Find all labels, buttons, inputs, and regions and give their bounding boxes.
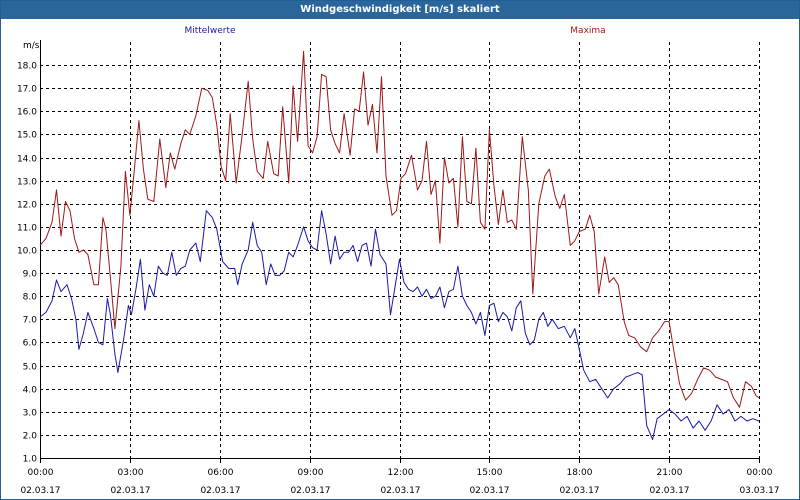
x-tick-time: 12:00 bbox=[388, 468, 414, 478]
y-tick-label: 16.0 bbox=[17, 108, 37, 118]
x-tick-time: 00:00 bbox=[28, 468, 54, 478]
y-tick-label: 5.0 bbox=[23, 363, 38, 373]
x-tick-date: 02.03.17 bbox=[20, 486, 60, 496]
x-tick-time: 09:00 bbox=[298, 468, 324, 478]
y-tick-label: 15.0 bbox=[17, 131, 37, 141]
x-tick-time: 00:00 bbox=[747, 468, 773, 478]
chart-title: Windgeschwindigkeit [m/s] skaliert bbox=[1, 1, 799, 19]
legend-maxima: Maxima bbox=[570, 26, 605, 36]
x-tick-date: 02.03.17 bbox=[559, 486, 599, 496]
x-axis-ticks: 00:00 02.03.17 03:00 02.03.17 06:00 02.03.17 0… bbox=[20, 468, 779, 496]
series-line-mittelwerte bbox=[39, 210, 760, 440]
y-tick-label: 6.0 bbox=[23, 339, 38, 349]
x-tick-time: 21:00 bbox=[657, 468, 683, 478]
y-tick-label: 17.0 bbox=[17, 85, 37, 95]
x-tick-time: 18:00 bbox=[567, 468, 593, 478]
y-axis-ticks: 1.0 2.0 3.0 4.0 5.0 6.0 7.0 8.0 9.0 10.0 11.0 12.0 1… bbox=[17, 62, 37, 465]
chart-axes bbox=[40, 40, 760, 463]
x-tick-date: 02.03.17 bbox=[380, 486, 420, 496]
y-tick-label: 14.0 bbox=[17, 155, 37, 165]
x-tick-date: 02.03.17 bbox=[469, 486, 509, 496]
y-tick-label: 18.0 bbox=[17, 62, 37, 72]
y-tick-label: 7.0 bbox=[23, 316, 38, 326]
x-tick-date: 02.03.17 bbox=[110, 486, 150, 496]
y-tick-label: 2.0 bbox=[23, 432, 38, 442]
series-line-maxima bbox=[39, 50, 760, 408]
chart-grid bbox=[40, 42, 760, 458]
y-tick-label: 4.0 bbox=[23, 386, 38, 396]
y-tick-label: 10.0 bbox=[17, 247, 37, 257]
x-tick-time: 03:00 bbox=[118, 468, 144, 478]
legend-mittelwerte: Mittelwerte bbox=[184, 26, 235, 36]
chart-series bbox=[39, 50, 760, 440]
x-tick-date: 02.03.17 bbox=[200, 486, 240, 496]
y-tick-label: 9.0 bbox=[23, 270, 38, 280]
y-tick-label: 11.0 bbox=[17, 224, 37, 234]
y-tick-label: 1.0 bbox=[23, 455, 38, 465]
x-tick-time: 15:00 bbox=[477, 468, 503, 478]
y-tick-label: 8.0 bbox=[23, 293, 38, 303]
y-axis-unit-label: m/s bbox=[23, 41, 40, 51]
x-tick-date: 02.03.17 bbox=[290, 486, 330, 496]
y-tick-label: 13.0 bbox=[17, 178, 37, 188]
y-tick-label: 3.0 bbox=[23, 409, 38, 419]
y-tick-label: 12.0 bbox=[17, 201, 37, 211]
x-tick-date: 02.03.17 bbox=[649, 486, 689, 496]
x-tick-time: 06:00 bbox=[208, 468, 234, 478]
x-tick-date: 03.03.17 bbox=[739, 486, 779, 496]
